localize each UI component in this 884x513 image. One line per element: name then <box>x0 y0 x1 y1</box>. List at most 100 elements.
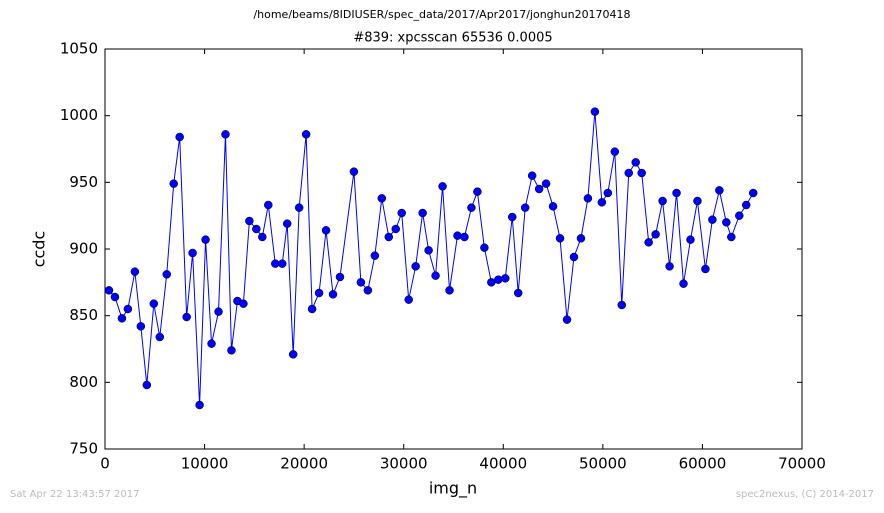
data-point <box>548 202 558 211</box>
data-point <box>701 264 710 274</box>
data-point <box>748 188 758 198</box>
data-point <box>404 295 413 304</box>
x-tick-label: 30000 <box>380 455 428 473</box>
data-point <box>110 292 120 302</box>
data-point <box>314 288 324 298</box>
data-point <box>460 232 469 242</box>
x-axis-label: img_n <box>429 479 477 499</box>
data-point <box>391 224 400 234</box>
data-point <box>569 252 579 262</box>
data-point <box>239 299 248 308</box>
x-tick-label: 50000 <box>579 455 627 473</box>
data-point <box>117 314 127 323</box>
y-tick-label: 850 <box>69 306 98 324</box>
data-point <box>377 194 387 203</box>
data-point <box>245 216 254 226</box>
data-point <box>136 322 146 331</box>
data-point <box>188 248 197 258</box>
series-line <box>108 111 754 406</box>
data-point <box>370 251 380 260</box>
data-point <box>130 267 140 276</box>
x-tick-label: 70000 <box>778 455 826 473</box>
data-point <box>735 211 744 220</box>
data-point <box>182 312 191 322</box>
data-point <box>104 286 114 295</box>
data-point <box>169 179 178 188</box>
data-point <box>363 286 373 295</box>
data-point <box>603 188 613 198</box>
data-point <box>321 226 331 235</box>
data-point <box>453 231 462 240</box>
data-point <box>162 270 171 279</box>
data-point <box>277 259 287 268</box>
data-point <box>467 203 476 212</box>
data-point <box>258 232 267 242</box>
data-point <box>214 307 223 316</box>
data-point <box>142 380 152 390</box>
data-point <box>349 167 359 176</box>
data-point <box>201 235 210 244</box>
x-tick-label: 40000 <box>479 455 527 473</box>
data-point <box>597 198 607 207</box>
data-point <box>513 288 523 298</box>
data-point <box>527 171 537 180</box>
y-tick-label: 900 <box>69 240 98 258</box>
data-point <box>658 196 667 206</box>
y-tick-label: 750 <box>69 440 98 458</box>
data-point <box>328 290 338 299</box>
y-tick-label: 1000 <box>60 106 98 124</box>
data-point <box>501 274 510 283</box>
data-point <box>520 203 530 212</box>
data-point <box>651 230 660 239</box>
data-point <box>637 168 646 178</box>
footer-right: spec2nexus, (C) 2014-2017 <box>736 489 874 500</box>
data-point <box>583 194 593 203</box>
data-point <box>221 130 230 139</box>
y-tick-label: 950 <box>69 173 98 191</box>
x-tick-label: 20000 <box>280 455 328 473</box>
y-tick-label: 1050 <box>60 40 98 58</box>
data-point <box>708 215 717 224</box>
data-point <box>301 130 311 139</box>
data-point <box>424 246 433 255</box>
data-point <box>411 262 420 271</box>
data-point <box>590 107 600 116</box>
data-point <box>494 275 503 284</box>
data-point <box>679 279 688 288</box>
x-tick-label: 10000 <box>181 455 229 473</box>
data-point <box>335 272 345 282</box>
data-point <box>672 188 681 198</box>
data-point <box>288 350 298 359</box>
data-point <box>227 346 236 355</box>
y-axis-label: ccdc <box>30 231 49 268</box>
data-point <box>534 184 544 194</box>
data-point <box>480 243 489 252</box>
data-point <box>727 232 736 242</box>
data-point <box>264 200 273 210</box>
suptitle: /home/beams/8IDIUSER/spec_data/2017/Apr2… <box>253 8 630 21</box>
data-point <box>195 400 204 410</box>
data-point <box>541 179 551 188</box>
data-point <box>418 208 427 218</box>
data-point <box>149 299 159 308</box>
data-point <box>123 304 133 314</box>
data-point <box>384 232 394 242</box>
data-point <box>473 187 482 196</box>
data-point <box>445 286 454 295</box>
data-point <box>175 132 184 142</box>
data-point <box>555 234 565 243</box>
data-point <box>722 218 731 227</box>
data-point <box>617 300 627 310</box>
data-point <box>741 200 751 210</box>
data-point <box>644 238 653 247</box>
chart-title: #839: xpcsscan 65536 0.0005 <box>353 31 552 46</box>
x-tick-label: 0 <box>100 455 110 473</box>
data-point <box>686 235 695 244</box>
y-tick-label: 800 <box>69 373 98 391</box>
data-point <box>665 262 674 271</box>
data-point <box>576 234 586 243</box>
data-point <box>715 186 724 195</box>
data-point <box>282 219 292 228</box>
data-point <box>155 332 165 342</box>
